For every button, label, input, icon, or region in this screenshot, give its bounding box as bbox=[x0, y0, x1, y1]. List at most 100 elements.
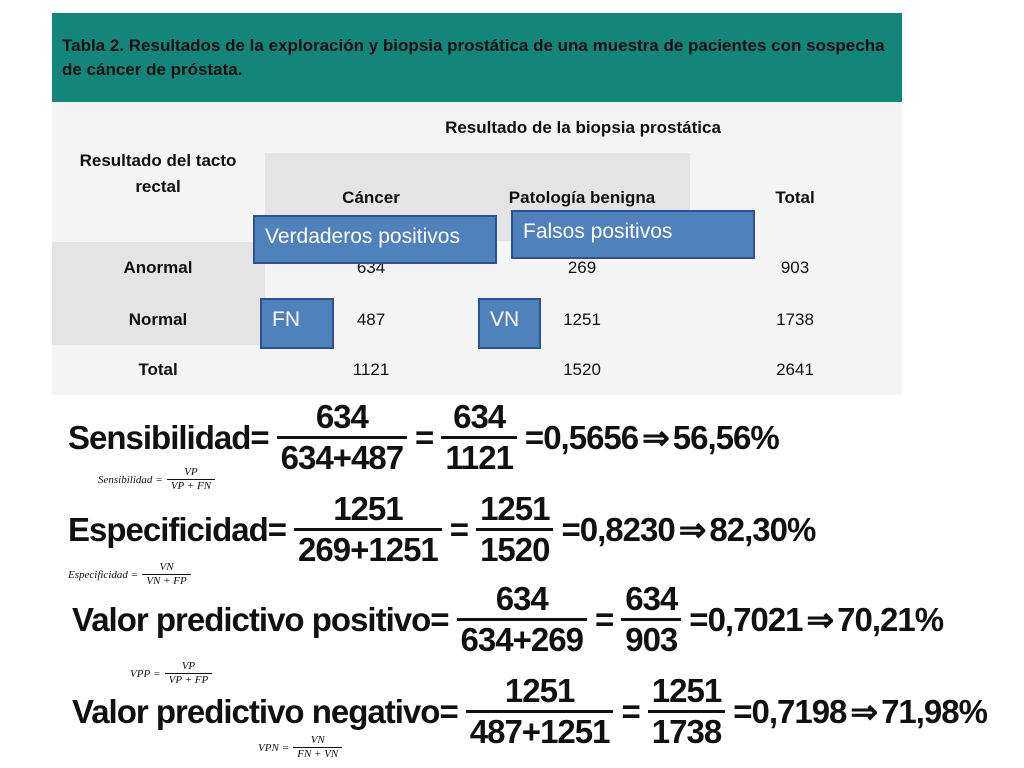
percent: 56,56% bbox=[672, 418, 780, 456]
cell-value: 1738 bbox=[776, 310, 814, 329]
column-header: Total bbox=[775, 188, 815, 207]
numerator: VN bbox=[159, 561, 174, 573]
fraction: VN VN + FP bbox=[142, 561, 191, 588]
equals: = bbox=[439, 692, 458, 730]
fraction: 1251 269+1251 bbox=[294, 490, 442, 569]
formula: Valor predictivo negativo = 1251 487+1251 =… bbox=[72, 672, 988, 751]
equals: = bbox=[430, 600, 449, 638]
equals: = bbox=[281, 741, 290, 754]
denominator: 903 bbox=[621, 618, 682, 659]
numerator: 634 bbox=[453, 398, 506, 435]
formula-name: Especificidad bbox=[68, 510, 269, 548]
denominator: 269+1251 bbox=[294, 528, 442, 569]
decimal: 0,5656 bbox=[543, 418, 639, 456]
denominator: 487+1251 bbox=[465, 710, 614, 751]
numerator: 634 bbox=[625, 580, 678, 617]
denominator: VP + FN bbox=[166, 479, 216, 493]
equals: = bbox=[250, 418, 269, 456]
formula-name: Valor predictivo negativo bbox=[72, 692, 440, 730]
numerator: 1251 bbox=[333, 490, 403, 527]
definition-lhs: Especificidad bbox=[68, 568, 128, 581]
numerator: 634 bbox=[495, 580, 549, 617]
group-header: Resultado de la biopsia prostática bbox=[445, 118, 721, 137]
fraction: 634 634+269 bbox=[456, 580, 587, 659]
definition: VPP = VP VP + FP bbox=[130, 660, 216, 687]
column-header: Patología benigna bbox=[508, 188, 656, 207]
cell-value: 487 bbox=[356, 310, 386, 329]
arrow: ⇒ bbox=[642, 419, 670, 456]
cell-value: 2641 bbox=[776, 360, 814, 379]
equals: = bbox=[130, 568, 139, 581]
equals: = bbox=[561, 510, 580, 548]
equals: = bbox=[153, 667, 161, 680]
fraction: 634 1121 bbox=[441, 398, 517, 477]
callout: VN bbox=[478, 298, 541, 349]
header-band bbox=[52, 13, 902, 102]
decimal: 0,8230 bbox=[579, 510, 676, 548]
percent: 70,21% bbox=[837, 600, 944, 638]
percent: 82,30% bbox=[709, 510, 816, 548]
fraction: 634 634+487 bbox=[276, 398, 408, 477]
denominator: 1738 bbox=[647, 710, 726, 751]
cell-value: 1520 bbox=[563, 360, 601, 379]
fraction: VP VP + FN bbox=[166, 466, 216, 493]
formula: Valor predictivo positivo = 634 634+269 = 63… bbox=[72, 580, 944, 659]
row-shade bbox=[52, 242, 265, 345]
row-label: Anormal bbox=[123, 258, 193, 277]
callout: Verdaderos positivos bbox=[253, 215, 497, 264]
denominator: 634+269 bbox=[456, 618, 587, 659]
fraction: 1251 1520 bbox=[476, 490, 554, 569]
fraction: VP VP + FP bbox=[164, 660, 213, 687]
denominator: FN + VN bbox=[293, 747, 343, 761]
percent: 71,98% bbox=[881, 692, 988, 730]
arrow: ⇒ bbox=[850, 693, 878, 730]
numerator: 1251 bbox=[504, 672, 575, 709]
denominator: 1121 bbox=[441, 436, 517, 477]
formula: Sensibilidad = 634 634+487 = 634 1121 = 0,5656 ⇒… bbox=[68, 398, 780, 477]
callout: FN bbox=[260, 298, 334, 349]
definition: Especificidad = VN VN + FP bbox=[68, 561, 195, 588]
cell-value: 269 bbox=[567, 258, 597, 277]
definition-lhs: VPP bbox=[130, 667, 151, 680]
equals: = bbox=[415, 418, 434, 456]
equals: = bbox=[267, 510, 287, 548]
equals: = bbox=[524, 418, 544, 456]
cell-value: 903 bbox=[780, 258, 810, 277]
denominator: VN + FP bbox=[142, 574, 191, 588]
numerator: VP bbox=[181, 660, 196, 672]
row-header: Resultado del tacto rectal bbox=[79, 151, 237, 196]
formula: Especificidad = 1251 269+1251 = 1251 1520 = 0,8… bbox=[68, 490, 816, 569]
arrow: ⇒ bbox=[806, 601, 835, 638]
cell-value: 1251 bbox=[563, 310, 601, 329]
decimal: 0,7198 bbox=[751, 692, 847, 730]
decimal: 0,7021 bbox=[707, 600, 804, 638]
formula-name: Valor predictivo positivo bbox=[72, 600, 431, 638]
formula-name: Sensibilidad bbox=[68, 418, 251, 456]
denominator: 1520 bbox=[476, 528, 554, 569]
equals: = bbox=[155, 473, 163, 486]
equals: = bbox=[733, 692, 752, 730]
fraction: 1251 1738 bbox=[647, 672, 726, 751]
equals: = bbox=[594, 600, 614, 638]
numerator: 1251 bbox=[480, 490, 550, 527]
fraction: 634 903 bbox=[621, 580, 682, 659]
definition-lhs: VPN bbox=[258, 741, 279, 754]
numerator: 1251 bbox=[651, 672, 722, 709]
definition: Sensibilidad = VP VP + FN bbox=[98, 466, 219, 493]
equals: = bbox=[449, 510, 469, 548]
cell-value: 1121 bbox=[352, 360, 390, 379]
arrow: ⇒ bbox=[678, 511, 707, 548]
row-label: Total bbox=[138, 360, 178, 379]
numerator: VN bbox=[310, 734, 325, 746]
fraction: 1251 487+1251 bbox=[465, 672, 614, 751]
fraction: VN FN + VN bbox=[293, 734, 343, 761]
numerator: VP bbox=[184, 466, 198, 478]
denominator: VP + FP bbox=[164, 673, 213, 687]
definition-lhs: Sensibilidad bbox=[98, 473, 153, 486]
denominator: 634+487 bbox=[276, 436, 408, 477]
row-label: Normal bbox=[128, 310, 188, 329]
column-header: Cáncer bbox=[342, 188, 400, 207]
definition: VPN = VN FN + VN bbox=[258, 734, 346, 761]
equals: = bbox=[689, 600, 708, 638]
